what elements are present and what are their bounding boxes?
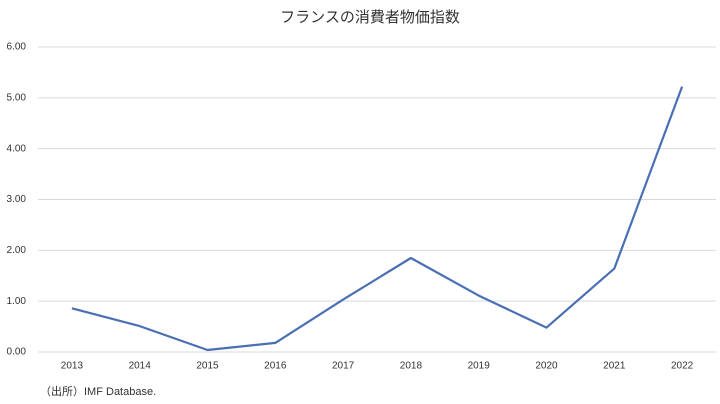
x-tick-label: 2013 [61, 361, 84, 372]
y-tick-label: 3.00 [7, 194, 27, 205]
y-tick-label: 1.00 [7, 296, 27, 307]
x-tick-label: 2016 [264, 361, 287, 372]
x-tick-label: 2020 [535, 361, 558, 372]
chart-title: フランスの消費者物価指数 [280, 9, 460, 26]
source-note: （出所）IMF Database. [40, 384, 156, 398]
x-tick-label: 2014 [129, 361, 152, 372]
y-tick-label: 5.00 [7, 92, 27, 103]
x-tick-label: 2021 [603, 361, 626, 372]
x-tick-label: 2022 [671, 361, 694, 372]
x-tick-label: 2018 [400, 361, 423, 372]
y-tick-label: 0.00 [7, 347, 27, 358]
y-tick-label: 2.00 [7, 245, 27, 256]
y-tick-label: 6.00 [7, 42, 27, 53]
x-tick-label: 2019 [468, 361, 491, 372]
x-tick-label: 2015 [196, 361, 219, 372]
x-tick-label: 2017 [332, 361, 355, 372]
data-line [71, 86, 684, 352]
y-tick-label: 4.00 [7, 143, 27, 154]
